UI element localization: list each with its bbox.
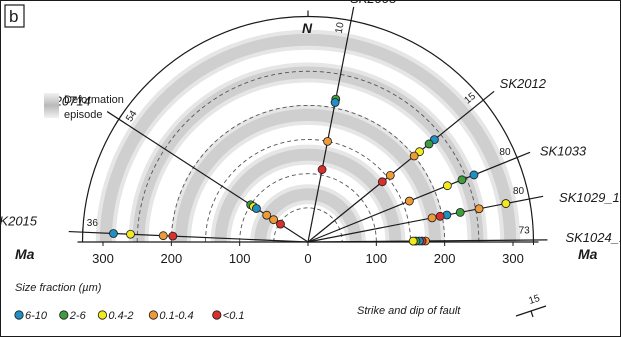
panel-label: b [9, 7, 18, 26]
axis-tick-label: 100 [365, 251, 387, 266]
legend-label: <0.1 [223, 310, 245, 322]
legend-swatch [212, 310, 222, 320]
dip-tick [528, 198, 531, 204]
deformation-band [254, 188, 362, 243]
dip-tick [118, 114, 123, 120]
deformation-band [132, 66, 484, 243]
legend-label: 2-6 [69, 310, 87, 322]
axis-unit-right: Ma [578, 246, 598, 262]
dip-label: 36 [87, 218, 99, 229]
data-point [323, 136, 332, 146]
data-point [262, 210, 272, 220]
age-ring [136, 70, 480, 243]
data-point [158, 231, 168, 241]
legend-label: 6-10 [25, 310, 48, 322]
strike-line [307, 6, 355, 243]
deformation-bands [95, 29, 521, 243]
legend-label: 0.4-2 [108, 310, 133, 322]
data-point [474, 204, 484, 214]
data-point [455, 208, 465, 217]
north-label: N [302, 20, 313, 36]
data-point [330, 98, 340, 107]
sample-label: SK1029_1 [559, 190, 620, 205]
axis-tick-label: 200 [434, 251, 456, 266]
dip-label: 73 [519, 225, 531, 236]
legend-swatch [59, 310, 69, 320]
data-point [409, 151, 419, 161]
size-fraction-legend: 6-10 2-6 0.4-2 0.1-0.4 <0.1 [14, 310, 245, 322]
data-point [126, 229, 135, 239]
dip-tick [482, 99, 487, 105]
sample-label: SK2008 [350, 1, 397, 6]
fault-legend-dip: 15 [527, 293, 541, 307]
data-point [385, 170, 395, 180]
data-point [442, 181, 452, 191]
sample-label: SK2015 [1, 213, 38, 228]
axis-tick-label: 300 [92, 251, 114, 266]
data-point [109, 229, 118, 238]
legend-swatch [148, 310, 158, 320]
deformation-legend-line2: episode [64, 109, 103, 121]
sample-labels: 120714SK2008SK2012SK1033SK1029_1SK1024_1… [1, 1, 620, 245]
age-ring [239, 173, 377, 243]
legend-label: 0.1-0.4 [159, 310, 193, 322]
deformation-band [99, 33, 517, 243]
dashed-age-rings [136, 70, 480, 243]
data-point [408, 236, 418, 246]
data-point [317, 165, 327, 174]
axis-tick-label: 300 [502, 251, 524, 266]
age-ring [170, 104, 446, 243]
legend-swatch [97, 310, 108, 320]
axis-unit-left: Ma [15, 246, 35, 262]
strike-line [307, 151, 531, 243]
dip-tick [516, 157, 520, 163]
dip-label: 80 [513, 186, 525, 197]
deformation-legend-swatch [44, 93, 59, 118]
fault-legend-dip-tick [530, 310, 534, 318]
deformation-band [214, 148, 402, 243]
data-point [404, 196, 414, 206]
strike-line [307, 90, 495, 243]
data-point [269, 215, 279, 225]
dip-label: 10 [334, 21, 347, 34]
deformation-legend-line1: Deformation [64, 94, 124, 106]
age-axis-ticks: 300 200 100 0 100 200 300 [92, 10, 524, 266]
data-point [168, 231, 178, 241]
age-data-points [109, 94, 511, 246]
data-point [252, 204, 261, 213]
strike-line [68, 230, 309, 243]
legend-swatch [14, 310, 24, 320]
age-ring [273, 207, 343, 243]
data-point [276, 219, 285, 229]
data-point [435, 211, 445, 221]
sample-label: SK1033 [540, 144, 587, 159]
axis-tick-label: 100 [229, 251, 251, 266]
sample-label: SK2012 [500, 76, 547, 91]
sample-label: SK1024_1 [565, 230, 620, 245]
data-point [469, 170, 479, 180]
data-point [377, 177, 387, 187]
deformation-band [174, 108, 442, 243]
data-point [457, 175, 467, 185]
dip-tick [350, 20, 357, 23]
data-point [424, 139, 434, 149]
data-point [501, 199, 511, 208]
fault-legend-text: Strike and dip of fault [357, 305, 461, 317]
age-ring [205, 139, 411, 243]
outer-arc [81, 15, 535, 243]
dip-label: 80 [499, 147, 511, 158]
axis-tick-label: 200 [160, 251, 182, 266]
size-fraction-title: Size fraction (µm) [15, 282, 102, 294]
axis-tick-label: 0 [304, 251, 311, 266]
data-point [427, 213, 437, 223]
panel-label-box [4, 4, 25, 28]
